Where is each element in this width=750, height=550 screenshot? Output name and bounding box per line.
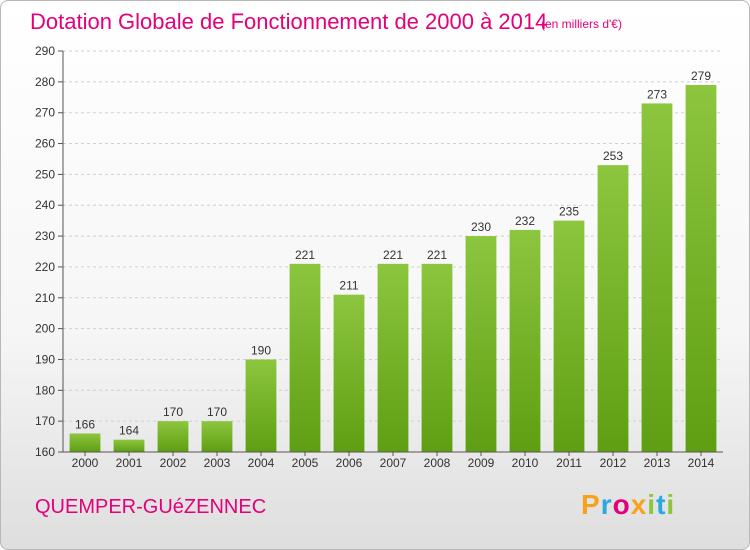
logo-letter: i [666,489,676,520]
y-tick-label: 170 [35,414,55,428]
bar-2001 [113,439,145,452]
chart-subtitle: (en milliers d'€) [541,17,622,31]
bar-value-label: 211 [339,279,358,293]
bar-value-label: 230 [471,220,491,234]
bar-2000 [69,433,101,452]
x-tick-label: 2011 [556,456,582,470]
bar-value-label: 190 [251,343,271,357]
x-tick-label: 2003 [204,456,231,470]
bar-value-label: 170 [163,405,183,419]
bar-value-label: 166 [75,417,95,431]
y-tick-label: 160 [35,445,55,459]
bar-2004 [245,359,277,452]
bar-value-label: 221 [427,248,447,262]
chart-title: Dotation Globale de Fonctionnement de 20… [30,9,548,34]
x-tick-label: 2002 [160,456,187,470]
y-tick-label: 260 [35,137,55,151]
x-tick-label: 2008 [424,456,451,470]
logo-letter: P [581,489,601,520]
logo-letter: t [656,489,667,520]
x-tick-label: 2010 [512,456,539,470]
y-tick-label: 270 [35,106,55,120]
logo-letter: x [630,489,648,520]
bar-value-label: 273 [647,87,667,101]
x-tick-label: 2000 [72,456,99,470]
bar-2010 [509,229,541,452]
y-tick-label: 210 [35,291,55,305]
x-tick-label: 2014 [688,456,715,470]
axes: 160 170 180 190 200 210 220 230 240 250 260 270 280 2… [35,44,723,470]
x-tick-label: 2012 [600,456,627,470]
y-tick-label: 200 [35,322,55,336]
y-tick-label: 220 [35,260,55,274]
bar-2002 [157,421,189,452]
bar-value-label: 164 [119,424,139,438]
y-tick-label: 190 [35,352,55,366]
commune-name: QUEMPER-GUéZENNEC [35,496,267,518]
y-tick-label: 180 [35,383,55,397]
bar-2011 [553,220,585,452]
x-tick-label: 2013 [644,456,671,470]
y-tick-label: 280 [35,75,55,89]
x-tick-label: 2005 [292,456,319,470]
logo-letter: i [647,489,657,520]
y-tick-label: 290 [35,44,55,58]
logo-letter: o [612,489,631,520]
x-tick-label: 2006 [336,456,363,470]
x-tick-label: 2004 [248,456,275,470]
y-tick-label: 250 [35,167,55,181]
logo-letter: r [600,489,613,520]
bar-2013 [641,103,673,452]
bar-2012 [597,165,629,452]
bar-2006 [333,294,365,452]
y-tick-label: 240 [35,198,55,212]
bars: 166 164 170 170 190 221 211 221 221 230 232 235 253 2… [69,69,717,452]
bar-value-label: 170 [207,405,227,419]
y-tick-label: 230 [35,229,55,243]
bar-2014 [685,84,717,452]
bar-value-label: 221 [295,248,315,262]
bar-value-label: 232 [515,214,535,228]
bar-value-label: 279 [691,69,711,83]
bar-2003 [201,421,233,452]
x-tick-label: 2007 [380,456,407,470]
x-tick-label: 2001 [116,456,143,470]
bar-value-label: 221 [383,248,403,262]
bar-2005 [289,263,321,452]
bar-2007 [377,263,409,452]
bar-2009 [465,236,497,452]
bar-value-label: 253 [603,149,623,163]
proxiti-logo: Proxiti [581,489,675,521]
x-tick-label: 2009 [468,456,495,470]
bar-2008 [421,263,453,452]
bar-value-label: 235 [559,205,579,219]
